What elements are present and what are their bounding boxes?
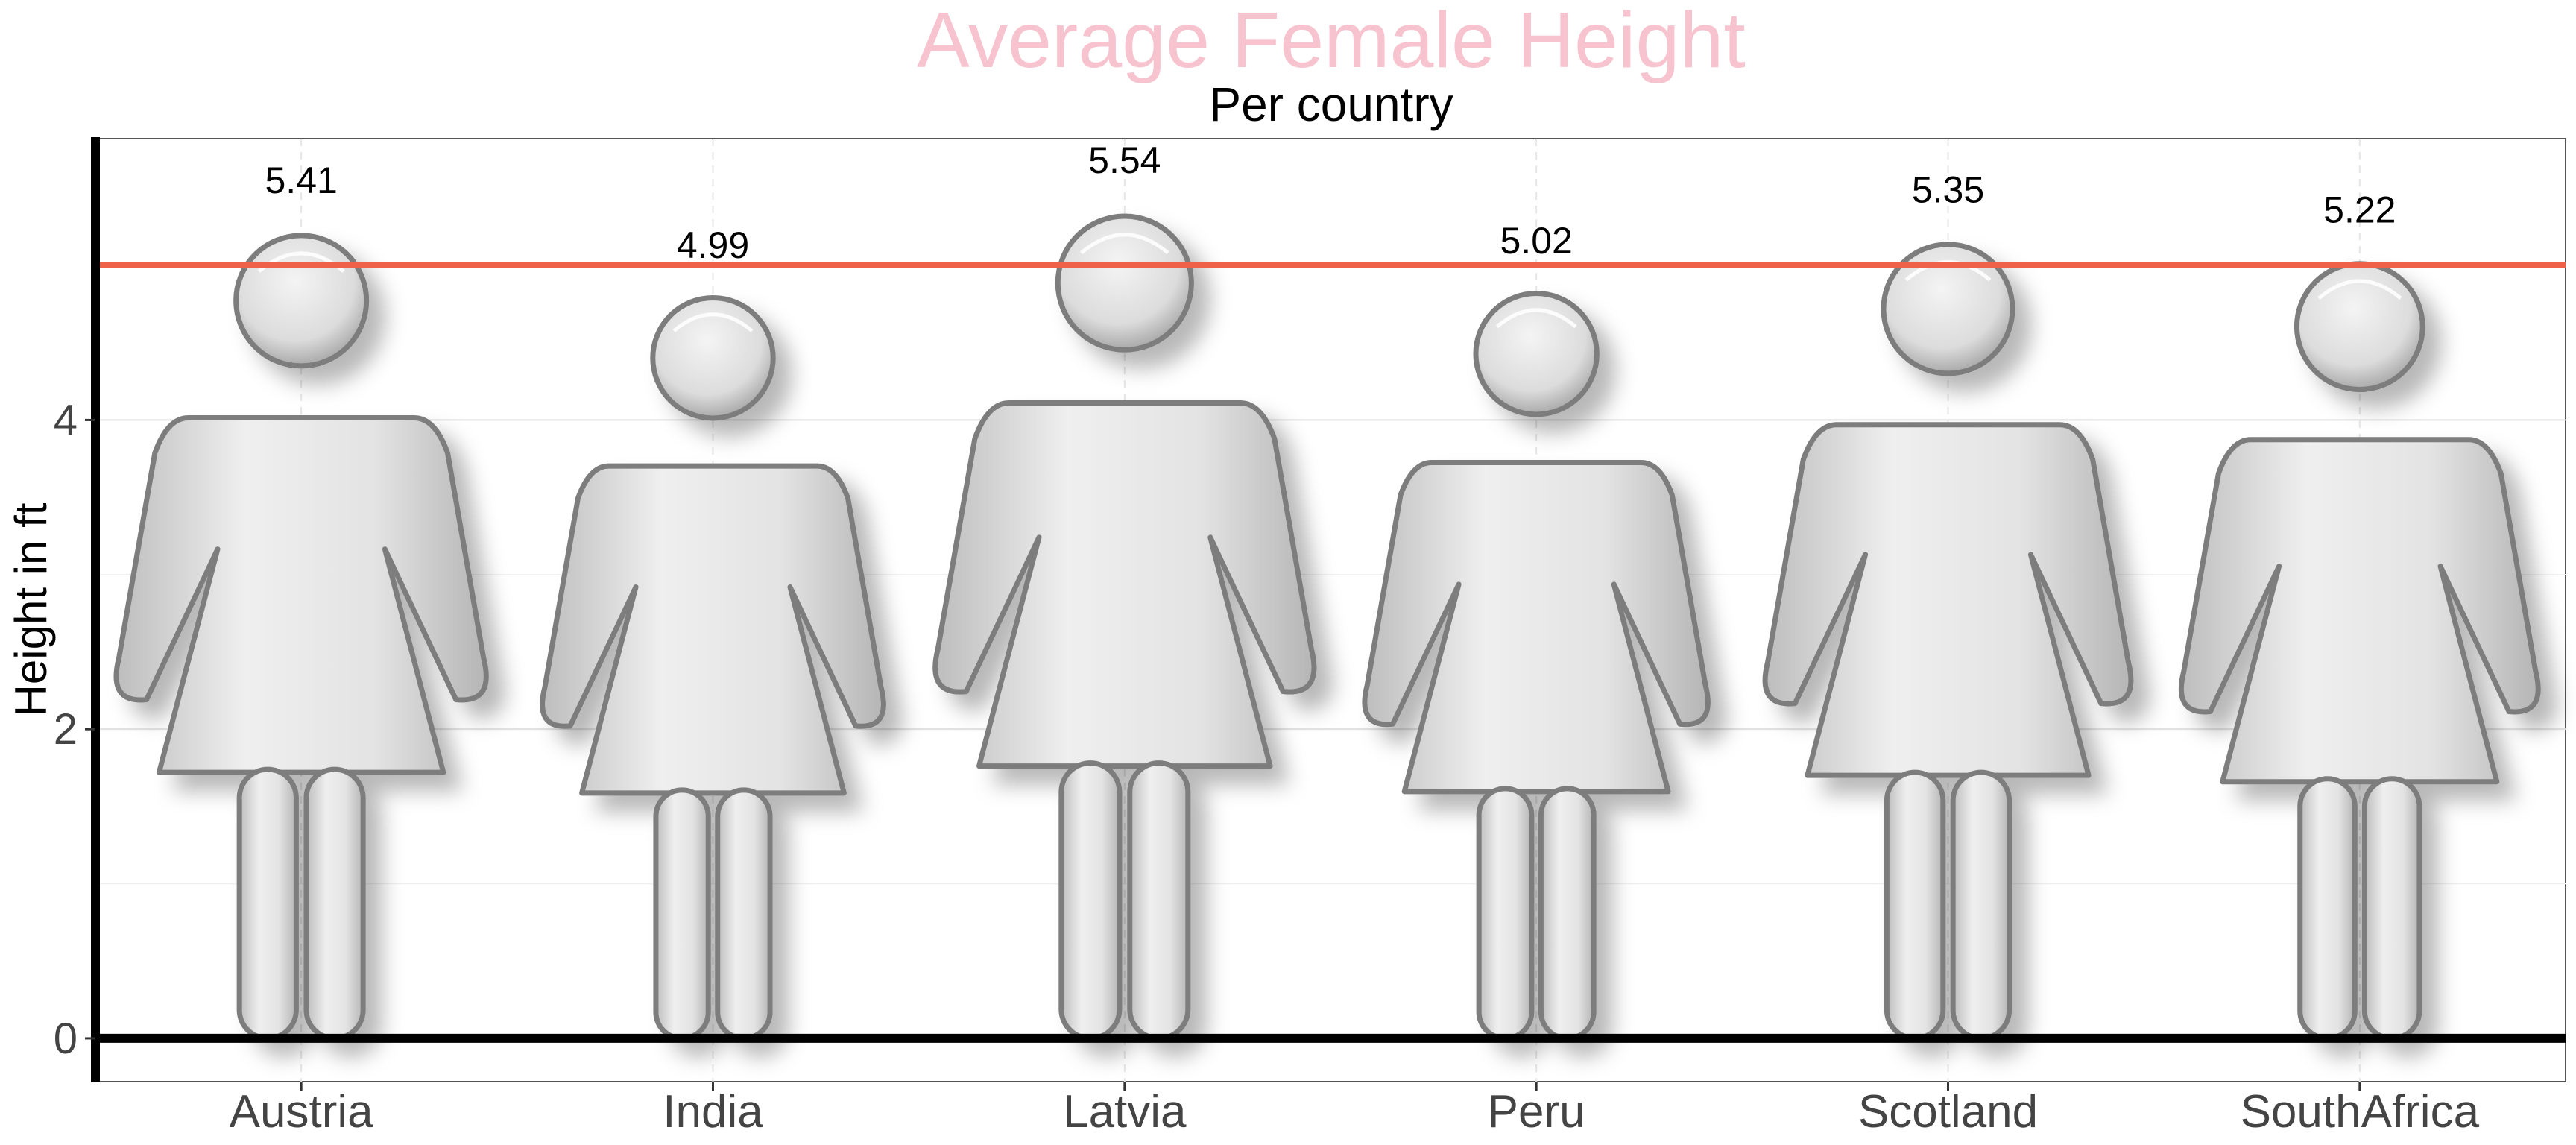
figure-head <box>1055 213 1194 353</box>
data-label: 5.02 <box>1500 220 1573 262</box>
x-tick-label: Austria <box>230 1086 373 1138</box>
figure-head <box>1881 242 2015 376</box>
data-label: 4.99 <box>677 224 749 266</box>
figure-leg <box>303 766 366 1041</box>
figure-leg <box>1538 786 1597 1041</box>
bar-mark <box>932 213 1317 1041</box>
figure-leg <box>236 766 299 1041</box>
figure-highlight <box>672 312 754 332</box>
data-label: 5.35 <box>1912 168 1984 210</box>
figure-highlight <box>1904 260 1992 282</box>
figure-leg <box>653 787 711 1041</box>
figures-layer <box>113 213 2541 1041</box>
figure-body <box>1362 459 1711 795</box>
figure-body <box>932 400 1317 769</box>
figure-body <box>540 463 886 796</box>
x-tick-label: Scotland <box>1858 1086 2038 1138</box>
bar-mark <box>1362 291 1711 1041</box>
data-label: 5.54 <box>1088 139 1161 181</box>
y-tick-label: 0 <box>54 1015 78 1063</box>
figure-head <box>1473 291 1600 417</box>
bar-mark <box>2178 261 2541 1041</box>
figure-body <box>2178 437 2541 785</box>
figure-body <box>113 414 489 775</box>
figure-leg <box>1476 786 1535 1041</box>
data-label: 5.41 <box>265 160 338 201</box>
chart-title: Average Female Height <box>917 0 1746 84</box>
figure-highlight <box>2317 279 2402 300</box>
figure-leg <box>1950 769 2012 1041</box>
y-tick-label: 2 <box>54 705 78 754</box>
figure-head <box>650 295 776 421</box>
chart-subtitle: Per country <box>1209 78 1453 131</box>
figure-leg <box>2361 776 2422 1041</box>
x-tick-label: SouthAfrica <box>2241 1086 2480 1138</box>
y-tick-label: 4 <box>54 396 78 444</box>
figure-highlight <box>1495 308 1577 329</box>
figure-leg <box>715 787 773 1041</box>
x-tick-label: Latvia <box>1063 1086 1187 1138</box>
bar-mark <box>1762 242 2134 1041</box>
figure-leg <box>2297 776 2358 1041</box>
figure-highlight <box>1079 233 1169 255</box>
x-tick-label: Peru <box>1488 1086 1585 1138</box>
data-label: 5.22 <box>2323 189 2396 230</box>
x-tick-label: India <box>663 1086 763 1138</box>
y-axis-label: Height in ft <box>6 502 56 716</box>
plot-panel <box>95 138 2566 1082</box>
overlay-layer: 5.41 4.99 5.54 5.02 5.35 5.22 0 2 4 Austria India L… <box>54 137 2566 1138</box>
figure-leg <box>1058 760 1123 1041</box>
figure-leg <box>1884 769 1946 1041</box>
figure-leg <box>1127 760 1191 1041</box>
figure-body <box>1762 422 2134 778</box>
